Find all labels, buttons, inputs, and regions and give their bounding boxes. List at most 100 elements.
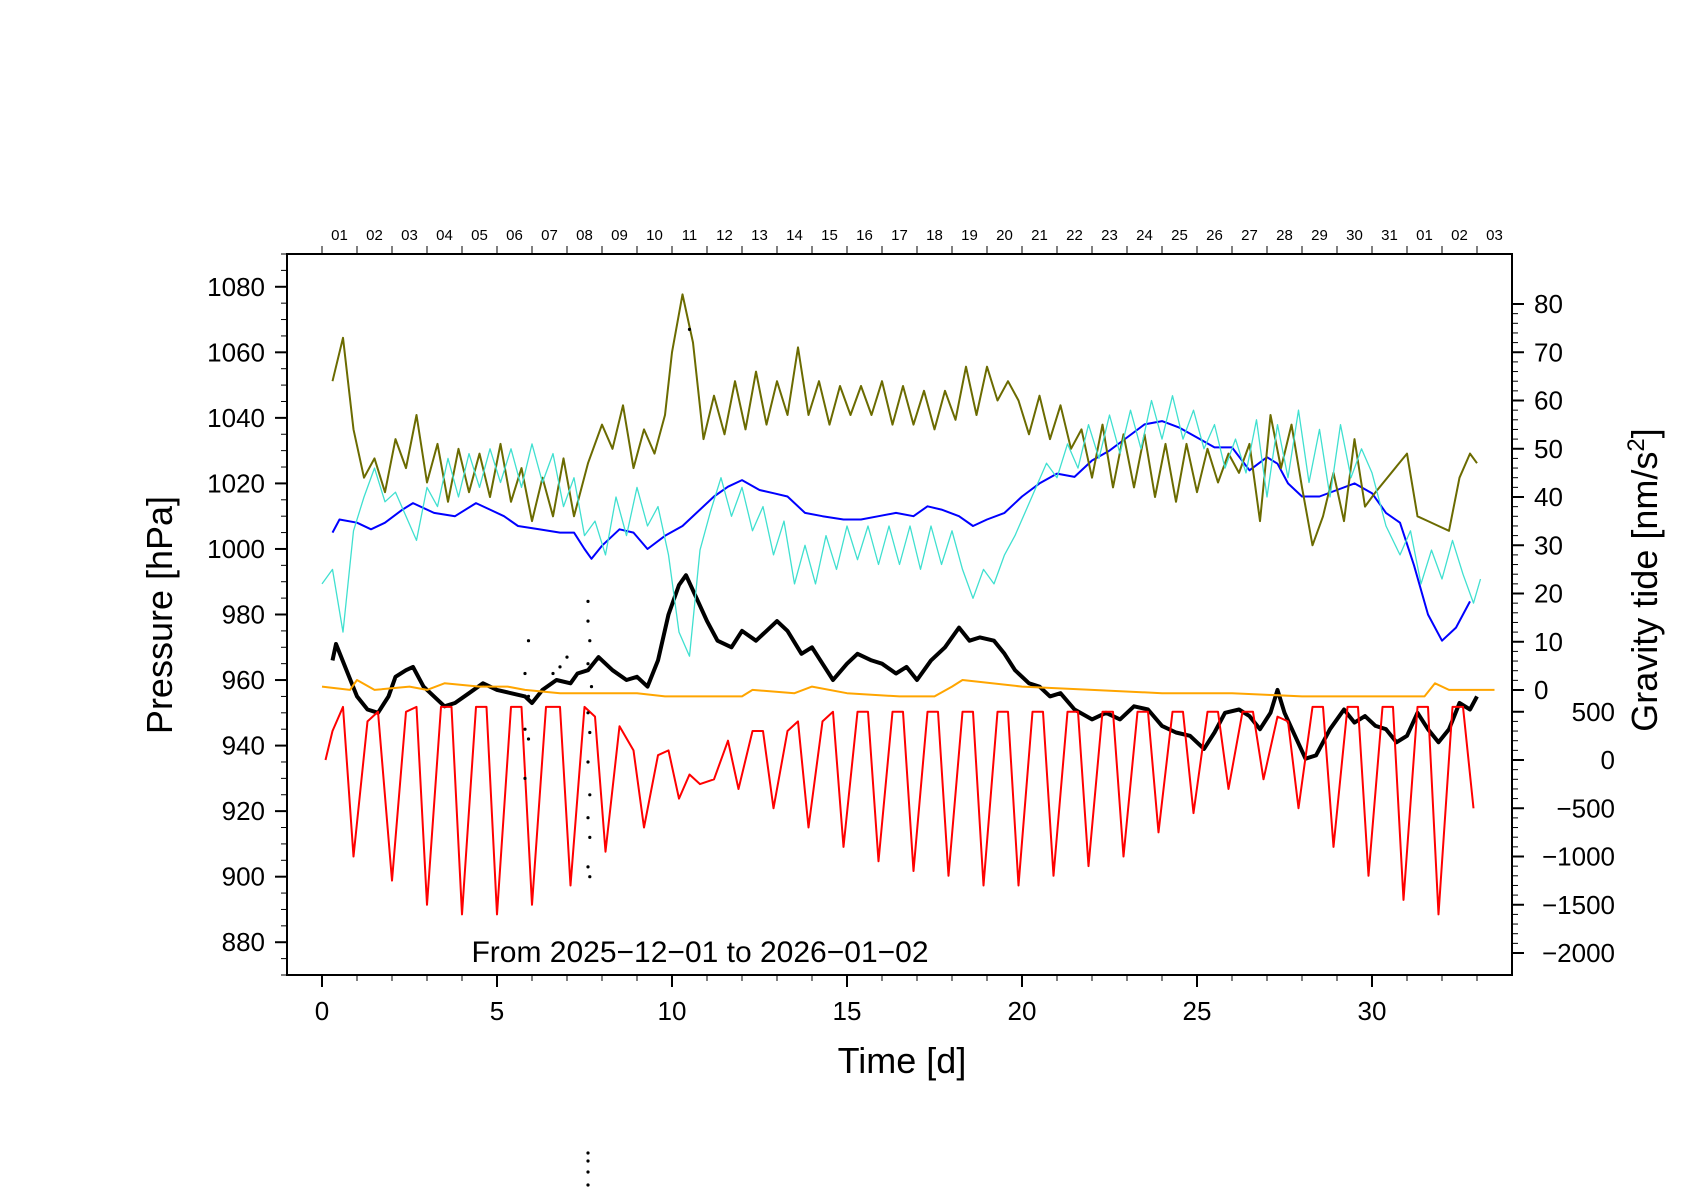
y-right-upper-tick-label: 30 bbox=[1534, 530, 1563, 560]
stray-point bbox=[586, 1159, 590, 1163]
top-tick-label: 27 bbox=[1241, 227, 1258, 244]
y-right-upper-tick-label: 50 bbox=[1534, 434, 1563, 464]
x-axis-label: Time [d] bbox=[838, 1040, 967, 1081]
scatter-point bbox=[523, 671, 527, 676]
y-right-upper-tick-label: 0 bbox=[1534, 675, 1548, 705]
y-axis-right-label: Gravity tide [nm/s2] bbox=[1623, 428, 1666, 731]
x-tick-label: 25 bbox=[1183, 996, 1212, 1026]
top-tick-label: 28 bbox=[1276, 227, 1293, 244]
stray-point bbox=[586, 1151, 590, 1155]
y-left-tick-label: 1020 bbox=[207, 468, 265, 498]
top-tick-label: 03 bbox=[401, 227, 418, 244]
top-tick-label: 19 bbox=[961, 227, 978, 244]
scatter-point bbox=[586, 865, 590, 869]
top-tick-label: 06 bbox=[506, 227, 523, 244]
x-tick-label: 0 bbox=[315, 996, 329, 1026]
x-tick-label: 20 bbox=[1008, 996, 1037, 1026]
y-left-tick-label: 1000 bbox=[207, 534, 265, 564]
scatter-point bbox=[588, 875, 592, 879]
top-tick-label: 25 bbox=[1171, 227, 1188, 244]
y-right-lower-tick-label: −1500 bbox=[1542, 890, 1615, 920]
y-left-tick-label: 1060 bbox=[207, 337, 265, 367]
series-pressure-orange bbox=[321, 679, 1495, 698]
top-tick-label: 02 bbox=[366, 227, 383, 244]
top-tick-label: 10 bbox=[646, 227, 663, 244]
x-tick-label: 10 bbox=[658, 996, 687, 1026]
top-tick-label: 13 bbox=[751, 227, 768, 244]
series-gravity-olive bbox=[331, 293, 1478, 547]
scatter-point bbox=[588, 730, 592, 735]
y-left-tick-label: 940 bbox=[222, 731, 265, 761]
scatter-point bbox=[565, 655, 569, 659]
y-left-tick-label: 900 bbox=[222, 862, 265, 892]
x-tick-label: 5 bbox=[490, 996, 504, 1026]
top-tick-label: 11 bbox=[682, 227, 698, 244]
y-right-lower-tick-label: −500 bbox=[1556, 793, 1615, 823]
y-right-upper-tick-label: 20 bbox=[1534, 579, 1563, 609]
series-gravity-red bbox=[324, 705, 1475, 916]
y-left-tick-label: 980 bbox=[222, 600, 265, 630]
y-right-lower-tick-label: 500 bbox=[1572, 697, 1615, 727]
top-tick-label: 15 bbox=[821, 227, 838, 244]
x-tick-label: 30 bbox=[1358, 996, 1387, 1026]
top-tick-label: 23 bbox=[1101, 227, 1118, 244]
chart-caption: From 2025−12−01 to 2026−01−02 bbox=[471, 936, 928, 969]
y-right-upper-tick-label: 10 bbox=[1534, 627, 1563, 657]
top-tick-label: 22 bbox=[1066, 227, 1083, 244]
top-tick-label: 07 bbox=[541, 227, 558, 244]
y-right-upper-tick-label: 70 bbox=[1534, 337, 1563, 367]
y-right-lower-tick-label: −2000 bbox=[1542, 938, 1615, 968]
top-tick-label: 24 bbox=[1136, 227, 1153, 244]
stray-point bbox=[586, 1183, 590, 1187]
scatter-point bbox=[586, 619, 590, 623]
plot-frame bbox=[286, 253, 1513, 976]
scatter-point bbox=[589, 685, 594, 689]
y-right-upper-tick-label: 60 bbox=[1534, 386, 1563, 416]
y-left-tick-label: 1080 bbox=[207, 272, 265, 302]
series-scatter-black bbox=[523, 327, 692, 879]
scatter-point bbox=[586, 816, 590, 820]
x-tick-label: 15 bbox=[833, 996, 862, 1026]
scatter-point bbox=[588, 639, 592, 643]
y-right-upper-tick-label: 80 bbox=[1534, 289, 1563, 319]
y-left-tick-label: 960 bbox=[222, 665, 265, 695]
top-tick-label: 29 bbox=[1311, 227, 1328, 244]
top-tick-label: 16 bbox=[856, 227, 873, 244]
scatter-point bbox=[588, 835, 592, 840]
scatter-point bbox=[687, 327, 692, 331]
scatter-point bbox=[558, 665, 562, 669]
y-right-lower-tick-label: −1000 bbox=[1542, 842, 1615, 872]
plot-border bbox=[286, 253, 1513, 976]
top-tick-label: 03 bbox=[1486, 227, 1503, 244]
top-tick-label: 14 bbox=[786, 227, 803, 244]
top-tick-label: 31 bbox=[1381, 227, 1398, 244]
y-right-upper-tick-label: 40 bbox=[1534, 482, 1563, 512]
y-left-tick-label: 920 bbox=[222, 796, 265, 826]
series-layer bbox=[321, 293, 1495, 916]
top-tick-label: 05 bbox=[471, 227, 488, 244]
scatter-point bbox=[526, 694, 531, 699]
top-tick-label: 12 bbox=[716, 227, 733, 244]
scatter-point bbox=[586, 599, 590, 604]
top-tick-label: 26 bbox=[1206, 227, 1223, 244]
top-tick-label: 17 bbox=[891, 227, 908, 244]
top-tick-label: 02 bbox=[1451, 227, 1468, 244]
top-tick-label: 30 bbox=[1346, 227, 1363, 244]
y-axis-left-label: Pressure [hPa] bbox=[139, 496, 180, 734]
top-tick-label: 01 bbox=[331, 227, 348, 244]
y-left-tick-label: 880 bbox=[222, 927, 265, 957]
y-right-lower-tick-label: 0 bbox=[1601, 745, 1615, 775]
top-tick-label: 18 bbox=[926, 227, 943, 244]
scatter-point bbox=[526, 639, 531, 643]
scatter-point bbox=[551, 671, 555, 676]
top-tick-label: 08 bbox=[576, 227, 593, 244]
scatter-point bbox=[586, 760, 590, 764]
scatter-point bbox=[588, 793, 592, 797]
top-tick-label: 04 bbox=[436, 227, 453, 244]
top-tick-label: 21 bbox=[1031, 227, 1048, 244]
series-gravity-turquoise bbox=[321, 395, 1482, 657]
scatter-point bbox=[586, 662, 590, 666]
top-tick-label: 01 bbox=[1416, 227, 1433, 244]
